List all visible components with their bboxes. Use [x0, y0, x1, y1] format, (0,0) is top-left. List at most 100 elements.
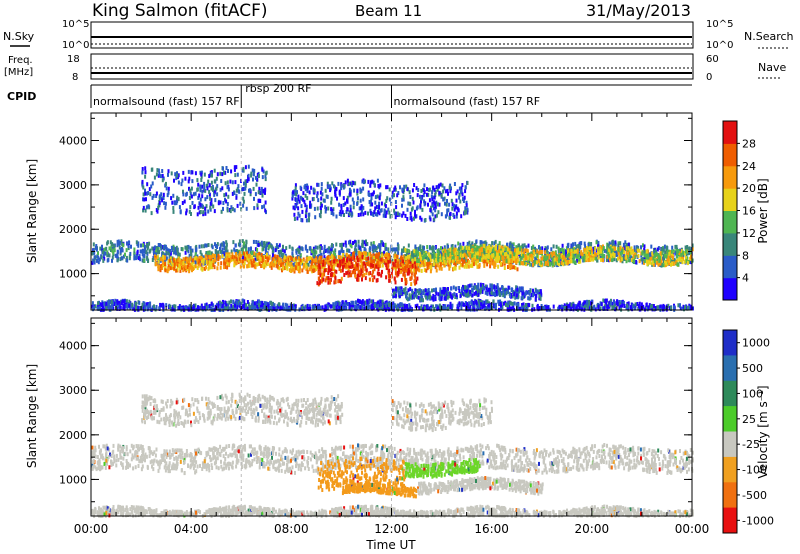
echo-cell: [569, 252, 572, 256]
echo-cell: [327, 271, 330, 276]
echo-cell: [291, 253, 294, 258]
echo-cell: [324, 278, 327, 283]
echo-cell: [164, 205, 167, 210]
echo-cell: [172, 193, 175, 198]
echo-cell: [155, 248, 158, 253]
echo-cell: [454, 251, 457, 256]
echo-cell: [327, 257, 330, 262]
echo-cell: [435, 268, 438, 273]
echo-cell: [488, 244, 491, 249]
echo-cell: [515, 260, 518, 265]
echo-cell: [326, 260, 329, 264]
echo-cell: [420, 251, 423, 255]
nave-tick-bottom: 0: [706, 72, 712, 83]
echo-cell: [308, 304, 311, 309]
echo-cell: [349, 264, 352, 269]
echo-cell: [543, 255, 546, 260]
echo-cell: [487, 254, 490, 259]
echo-cell: [252, 177, 254, 182]
echo-cell: [339, 263, 342, 268]
echo-cell: [546, 255, 549, 260]
echo-cell: [500, 261, 503, 266]
echo-cell: [242, 199, 245, 204]
echo-cell: [524, 261, 527, 266]
echo-cell: [641, 250, 644, 255]
echo-cell: [309, 265, 312, 270]
echo-cell: [125, 255, 128, 260]
echo-cell: [177, 173, 180, 178]
echo-cell: [421, 245, 424, 250]
echo-cell: [397, 268, 400, 273]
echo-cell: [224, 181, 227, 186]
echo-cell: [322, 250, 325, 255]
echo-cell: [397, 259, 400, 263]
echo-cell: [344, 254, 347, 259]
echo-cell: [414, 276, 417, 281]
echo-cell: [420, 196, 423, 201]
echo-cell: [347, 273, 350, 278]
echo-cell: [384, 204, 387, 209]
echo-cell: [383, 250, 386, 255]
echo-cell: [338, 279, 341, 283]
echo-cell: [285, 246, 288, 251]
echo-cell: [402, 249, 405, 253]
echo-cell: [563, 259, 566, 264]
echo-cell: [650, 256, 653, 261]
echo-cell: [395, 259, 398, 264]
echo-cell: [344, 201, 347, 206]
echo-cell: [547, 255, 550, 260]
echo-cell: [252, 186, 255, 191]
echo-cell: [221, 254, 224, 259]
echo-cell: [207, 179, 210, 184]
echo-cell: [146, 255, 149, 260]
echo-cell: [608, 257, 611, 262]
echo-cell: [163, 201, 166, 206]
echo-cell: [409, 276, 412, 281]
echo-cell: [258, 251, 261, 256]
echo-cell: [332, 250, 335, 255]
echo-cell: [590, 248, 593, 253]
echo-cell: [210, 198, 213, 203]
echo-cell: [144, 247, 147, 252]
echo-cell: [122, 243, 125, 248]
echo-cell: [312, 197, 315, 201]
echo-cell: [226, 208, 229, 213]
echo-cell: [314, 262, 317, 267]
echo-cell: [294, 256, 297, 261]
echo-cell: [465, 249, 468, 254]
echo-cell: [210, 186, 213, 191]
echo-cell: [423, 199, 426, 204]
echo-cell: [235, 257, 238, 261]
echo-cell: [320, 196, 323, 201]
echo-cell: [438, 190, 441, 195]
echo-cell: [283, 249, 286, 254]
echo-cell: [370, 199, 372, 204]
echo-cell: [600, 246, 603, 251]
echo-cell: [498, 253, 501, 258]
echo-cell: [416, 259, 419, 263]
echo-cell: [520, 252, 523, 257]
echo-cell: [141, 248, 144, 253]
echo-cell: [389, 259, 392, 264]
echo-cell: [270, 244, 273, 249]
echo-cell: [182, 170, 185, 175]
echo-cell: [259, 256, 262, 261]
echo-cell: [504, 300, 507, 305]
echo-cell: [650, 244, 653, 249]
echo-cell: [117, 239, 120, 244]
echo-cell: [633, 245, 636, 250]
echo-cell: [485, 253, 488, 258]
echo-cell: [358, 245, 361, 250]
echo-cell: [417, 259, 420, 263]
echo-cell: [573, 255, 576, 260]
echo-cell: [472, 258, 475, 263]
echo-cell: [435, 213, 438, 218]
echo-cell: [318, 255, 321, 260]
echo-cell: [330, 273, 333, 278]
echo-cell: [287, 255, 290, 260]
echo-cell: [437, 248, 440, 253]
echo-cell: [356, 277, 359, 282]
echo-cell: [204, 211, 207, 216]
echo-cell: [555, 257, 558, 262]
echo-cell: [266, 252, 268, 257]
